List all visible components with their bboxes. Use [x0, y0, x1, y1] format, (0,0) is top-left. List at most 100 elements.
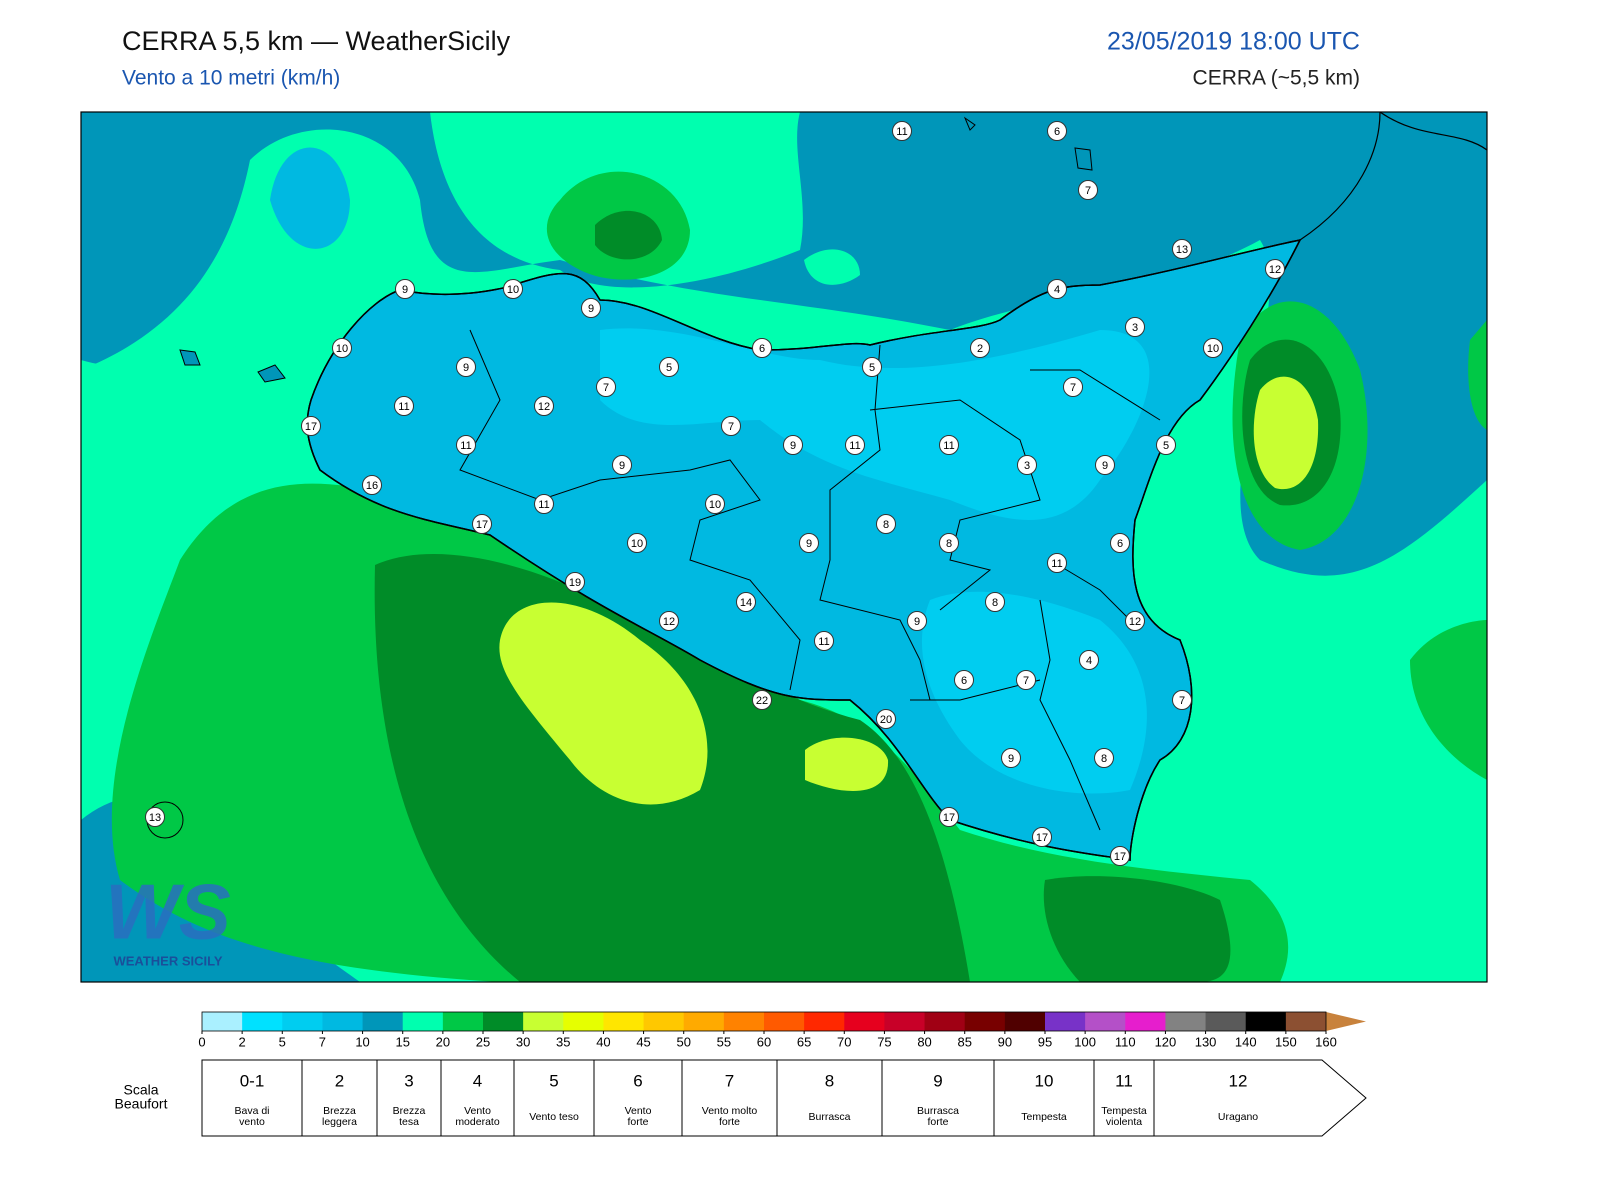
- colorbar-bin: [804, 1012, 845, 1031]
- colorbar-bin: [603, 1012, 645, 1031]
- beaufort-desc: Vento: [464, 1105, 491, 1117]
- station-marker: [332, 338, 352, 358]
- beaufort-cell: [993, 1059, 1095, 1137]
- beaufort-desc: Brezza: [393, 1105, 426, 1117]
- station-marker: [1172, 239, 1192, 259]
- colorbar-bin: [924, 1012, 966, 1031]
- station-marker: [876, 709, 896, 729]
- colorbar-tick-label: 25: [476, 1034, 490, 1049]
- colorbar-bin: [1045, 1012, 1086, 1031]
- field: [921, 591, 1147, 794]
- station-marker: [659, 357, 679, 377]
- beaufort-force: 9: [933, 1071, 942, 1090]
- beaufort-cell: [376, 1059, 442, 1137]
- station-marker: [814, 631, 834, 651]
- station-marker: [721, 416, 741, 436]
- station-value: 9: [619, 460, 625, 472]
- beaufort-cell: [776, 1059, 883, 1137]
- station-value: 17: [1114, 851, 1126, 863]
- colorbar-tick-label: 20: [436, 1034, 450, 1049]
- station-value: 7: [1085, 185, 1091, 197]
- colorbar-tick-label: 55: [717, 1034, 731, 1049]
- colorbar-tick-label: 0: [198, 1034, 205, 1049]
- station-value: 12: [663, 616, 675, 628]
- station-value: 14: [740, 597, 752, 609]
- colorbar-bin: [643, 1012, 685, 1031]
- station-value: 9: [402, 284, 408, 296]
- station-value: 9: [1008, 753, 1014, 765]
- station-value: 8: [1101, 753, 1107, 765]
- station-value: 19: [569, 577, 581, 589]
- station-marker: [1203, 338, 1223, 358]
- station-marker: [627, 533, 647, 553]
- colorbar-tick-label: 65: [797, 1034, 811, 1049]
- station-marker: [1032, 827, 1052, 847]
- colorbar-bin: [1285, 1012, 1327, 1031]
- logo-mark: WS: [105, 868, 231, 956]
- station-marker: [1047, 553, 1067, 573]
- station-marker: [752, 338, 772, 358]
- station-marker: [783, 435, 803, 455]
- subtitle: Vento a 10 metri (km/h): [122, 67, 340, 90]
- station-value: 5: [666, 362, 672, 374]
- colorbar-bin: [483, 1012, 524, 1031]
- station-marker: [1047, 279, 1067, 299]
- station-value: 8: [883, 519, 889, 531]
- colorbar-bin: [1245, 1012, 1287, 1031]
- beaufort-force: 0-1: [240, 1071, 265, 1090]
- beaufort-force: 12: [1229, 1071, 1248, 1090]
- colorbar-tick-label: 75: [877, 1034, 891, 1049]
- beaufort-desc: forte: [927, 1116, 948, 1128]
- beaufort-force: 3: [404, 1071, 413, 1090]
- station-value: 6: [1117, 538, 1123, 550]
- colorbar-bin: [1004, 1012, 1046, 1031]
- colorbar-tick-label: 45: [636, 1034, 650, 1049]
- station-value: 4: [1086, 655, 1092, 667]
- station-value: 7: [1179, 695, 1185, 707]
- station-marker: [907, 611, 927, 631]
- station-value: 11: [460, 440, 471, 452]
- station-value: 17: [943, 812, 955, 824]
- beaufort-force: 6: [633, 1071, 642, 1090]
- station-marker: [301, 416, 321, 436]
- colorbar-tick-label: 140: [1235, 1034, 1257, 1049]
- beaufort-desc: vento: [239, 1116, 265, 1128]
- colorbar-tick-label: 15: [395, 1034, 409, 1049]
- beaufort-label: Scala: [123, 1082, 158, 1098]
- station-value: 13: [149, 812, 161, 824]
- field: [1253, 376, 1319, 490]
- beaufort-desc: forte: [719, 1116, 740, 1128]
- station-marker: [799, 533, 819, 553]
- colorbar-bin: [964, 1012, 1006, 1031]
- station-marker: [503, 279, 523, 299]
- station-value: 3: [1024, 460, 1030, 472]
- beaufort-force: 7: [725, 1071, 734, 1090]
- beaufort-force: 11: [1115, 1071, 1133, 1090]
- colorbar-bin: [844, 1012, 885, 1031]
- colorbar-tick-label: 110: [1115, 1034, 1136, 1049]
- station-value: 17: [305, 421, 317, 433]
- station-marker: [1094, 748, 1114, 768]
- station-value: 11: [896, 126, 907, 138]
- beaufort-desc: Bava di: [234, 1105, 269, 1117]
- map: 11 6 7 13 12 9 10 9 4 3 10 6 5 2 10 9 5 7 7 11 12 17 7 11 9 11 11 5…: [81, 112, 1487, 982]
- beaufort-desc: Brezza: [323, 1105, 356, 1117]
- colorbar-bin: [563, 1012, 604, 1031]
- beaufort-desc: tesa: [399, 1116, 419, 1128]
- colorbar-tick-label: 85: [957, 1034, 971, 1049]
- colorbar-bin: [723, 1012, 765, 1031]
- station-marker: [581, 298, 601, 318]
- colorbar-bin: [764, 1012, 805, 1031]
- station-marker: [705, 494, 725, 514]
- colorbar-bin: [884, 1012, 926, 1031]
- station-marker: [472, 514, 492, 534]
- station-value: 9: [790, 440, 796, 452]
- field: [1043, 876, 1231, 982]
- colorbar: 0 2 5 7 10 15 20 25 30 35 40 45 50 55 60 65 70 75 80 85 90 95…: [198, 1011, 1366, 1049]
- station-value: 7: [728, 421, 734, 433]
- station-value: 7: [1070, 382, 1076, 394]
- beaufort-cell: [301, 1059, 378, 1137]
- station-marker: [395, 279, 415, 299]
- station-value: 17: [1036, 832, 1048, 844]
